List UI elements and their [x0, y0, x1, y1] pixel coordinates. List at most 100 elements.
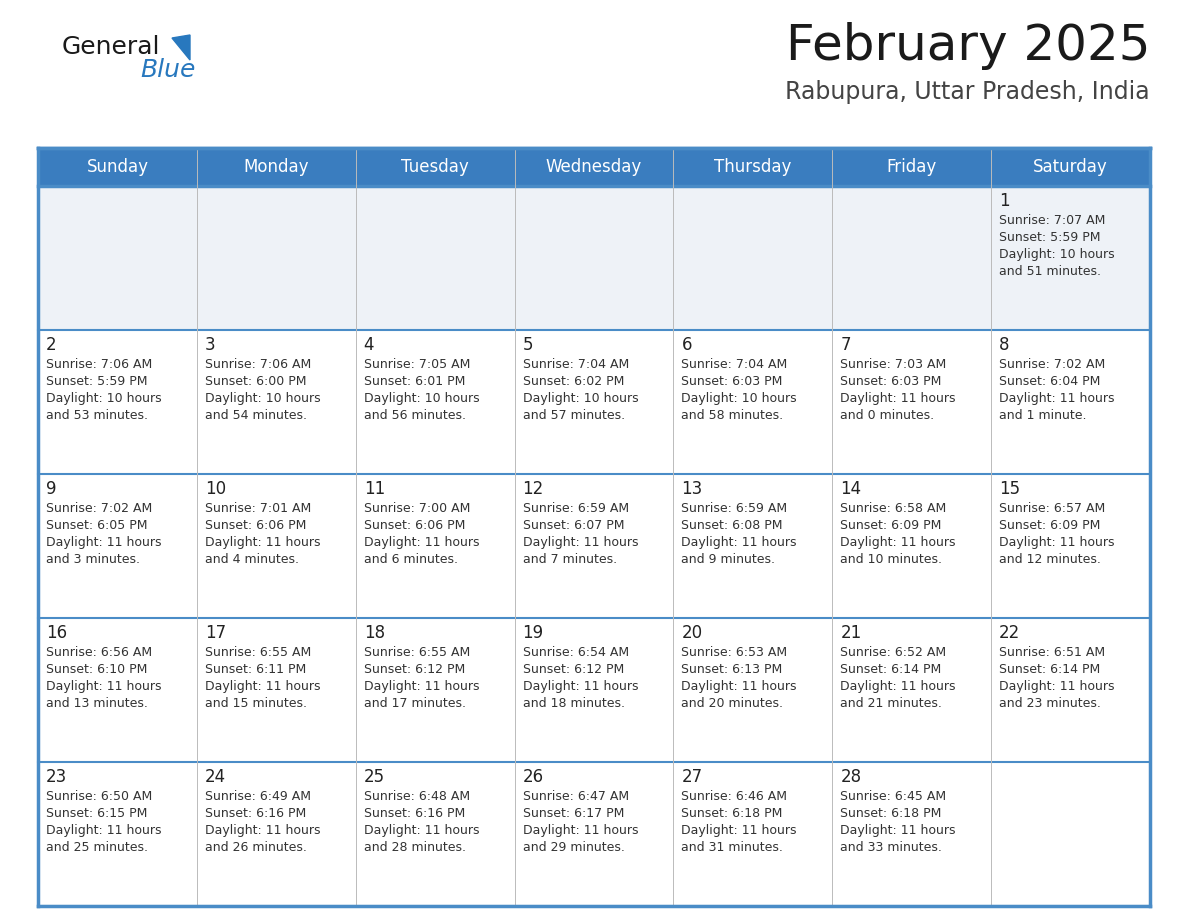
- Text: 15: 15: [999, 480, 1020, 498]
- Text: Sunset: 6:11 PM: Sunset: 6:11 PM: [204, 663, 307, 676]
- Text: 18: 18: [364, 624, 385, 642]
- Bar: [197, 762, 355, 906]
- Text: Sunrise: 7:02 AM: Sunrise: 7:02 AM: [46, 502, 152, 515]
- Text: Sunset: 6:05 PM: Sunset: 6:05 PM: [46, 519, 147, 532]
- Text: Sunset: 6:16 PM: Sunset: 6:16 PM: [204, 807, 307, 820]
- Text: Monday: Monday: [244, 158, 309, 176]
- Text: Daylight: 11 hours: Daylight: 11 hours: [364, 680, 479, 693]
- Text: 13: 13: [682, 480, 702, 498]
- Text: Sunset: 6:09 PM: Sunset: 6:09 PM: [999, 519, 1100, 532]
- Text: and 54 minutes.: and 54 minutes.: [204, 409, 307, 422]
- Text: and 56 minutes.: and 56 minutes.: [364, 409, 466, 422]
- Bar: [674, 330, 833, 474]
- Text: Sunrise: 7:06 AM: Sunrise: 7:06 AM: [204, 358, 311, 371]
- Text: Sunrise: 6:59 AM: Sunrise: 6:59 AM: [523, 502, 628, 515]
- Text: Daylight: 10 hours: Daylight: 10 hours: [523, 392, 638, 405]
- Text: Sunset: 6:18 PM: Sunset: 6:18 PM: [840, 807, 942, 820]
- Bar: [991, 330, 1150, 474]
- Text: Daylight: 11 hours: Daylight: 11 hours: [46, 824, 162, 837]
- Text: Blue: Blue: [140, 58, 195, 82]
- Bar: [514, 762, 674, 906]
- Text: Sunset: 6:17 PM: Sunset: 6:17 PM: [523, 807, 624, 820]
- Text: 19: 19: [523, 624, 544, 642]
- Text: and 53 minutes.: and 53 minutes.: [46, 409, 148, 422]
- Text: and 17 minutes.: and 17 minutes.: [364, 697, 466, 710]
- Text: 2: 2: [46, 336, 57, 354]
- Text: 16: 16: [46, 624, 68, 642]
- Bar: [197, 148, 355, 186]
- Text: Daylight: 11 hours: Daylight: 11 hours: [204, 536, 321, 549]
- Text: 27: 27: [682, 768, 702, 786]
- Bar: [833, 148, 991, 186]
- Bar: [38, 618, 197, 762]
- Text: and 6 minutes.: and 6 minutes.: [364, 553, 457, 566]
- Text: Sunset: 6:14 PM: Sunset: 6:14 PM: [840, 663, 942, 676]
- Bar: [991, 186, 1150, 330]
- Bar: [514, 474, 674, 618]
- Text: Sunrise: 7:06 AM: Sunrise: 7:06 AM: [46, 358, 152, 371]
- Text: Sunday: Sunday: [87, 158, 148, 176]
- Text: Sunset: 6:14 PM: Sunset: 6:14 PM: [999, 663, 1100, 676]
- Text: Daylight: 10 hours: Daylight: 10 hours: [999, 248, 1114, 261]
- Text: 1: 1: [999, 192, 1010, 210]
- Text: Daylight: 11 hours: Daylight: 11 hours: [840, 536, 956, 549]
- Text: Daylight: 11 hours: Daylight: 11 hours: [364, 824, 479, 837]
- Bar: [197, 618, 355, 762]
- Bar: [833, 618, 991, 762]
- Text: Sunset: 6:12 PM: Sunset: 6:12 PM: [523, 663, 624, 676]
- Bar: [833, 186, 991, 330]
- Text: Daylight: 11 hours: Daylight: 11 hours: [682, 536, 797, 549]
- Text: Daylight: 11 hours: Daylight: 11 hours: [523, 680, 638, 693]
- Text: Sunset: 6:09 PM: Sunset: 6:09 PM: [840, 519, 942, 532]
- Text: Sunrise: 6:46 AM: Sunrise: 6:46 AM: [682, 790, 788, 803]
- Text: Daylight: 10 hours: Daylight: 10 hours: [364, 392, 479, 405]
- Text: and 18 minutes.: and 18 minutes.: [523, 697, 625, 710]
- Text: Sunset: 6:16 PM: Sunset: 6:16 PM: [364, 807, 465, 820]
- Text: Sunset: 6:06 PM: Sunset: 6:06 PM: [364, 519, 465, 532]
- Bar: [355, 762, 514, 906]
- Text: 4: 4: [364, 336, 374, 354]
- Text: Sunset: 6:01 PM: Sunset: 6:01 PM: [364, 375, 465, 388]
- Text: 11: 11: [364, 480, 385, 498]
- Bar: [38, 186, 197, 330]
- Text: Daylight: 11 hours: Daylight: 11 hours: [840, 680, 956, 693]
- Bar: [38, 148, 197, 186]
- Bar: [674, 762, 833, 906]
- Text: and 9 minutes.: and 9 minutes.: [682, 553, 776, 566]
- Bar: [197, 186, 355, 330]
- Text: Sunset: 5:59 PM: Sunset: 5:59 PM: [46, 375, 147, 388]
- Text: Daylight: 10 hours: Daylight: 10 hours: [204, 392, 321, 405]
- Text: Sunrise: 7:05 AM: Sunrise: 7:05 AM: [364, 358, 470, 371]
- Text: Sunrise: 6:56 AM: Sunrise: 6:56 AM: [46, 646, 152, 659]
- Text: Sunrise: 7:07 AM: Sunrise: 7:07 AM: [999, 214, 1106, 227]
- Text: 7: 7: [840, 336, 851, 354]
- Text: Daylight: 11 hours: Daylight: 11 hours: [999, 536, 1114, 549]
- Text: Sunrise: 6:49 AM: Sunrise: 6:49 AM: [204, 790, 311, 803]
- Text: Sunrise: 6:55 AM: Sunrise: 6:55 AM: [364, 646, 470, 659]
- Bar: [355, 618, 514, 762]
- Text: and 1 minute.: and 1 minute.: [999, 409, 1087, 422]
- Text: 5: 5: [523, 336, 533, 354]
- Text: and 25 minutes.: and 25 minutes.: [46, 841, 148, 854]
- Text: Sunrise: 6:57 AM: Sunrise: 6:57 AM: [999, 502, 1105, 515]
- Bar: [991, 618, 1150, 762]
- Text: Daylight: 11 hours: Daylight: 11 hours: [46, 680, 162, 693]
- Text: and 7 minutes.: and 7 minutes.: [523, 553, 617, 566]
- Bar: [514, 618, 674, 762]
- Text: and 23 minutes.: and 23 minutes.: [999, 697, 1101, 710]
- Text: Sunrise: 6:55 AM: Sunrise: 6:55 AM: [204, 646, 311, 659]
- Text: Sunrise: 7:04 AM: Sunrise: 7:04 AM: [682, 358, 788, 371]
- Text: Sunset: 6:03 PM: Sunset: 6:03 PM: [840, 375, 942, 388]
- Text: Daylight: 11 hours: Daylight: 11 hours: [523, 536, 638, 549]
- Text: and 20 minutes.: and 20 minutes.: [682, 697, 783, 710]
- Text: Wednesday: Wednesday: [545, 158, 643, 176]
- Text: 8: 8: [999, 336, 1010, 354]
- Text: Sunset: 6:06 PM: Sunset: 6:06 PM: [204, 519, 307, 532]
- Text: 3: 3: [204, 336, 215, 354]
- Bar: [38, 330, 197, 474]
- Text: 20: 20: [682, 624, 702, 642]
- Text: 10: 10: [204, 480, 226, 498]
- Text: Daylight: 10 hours: Daylight: 10 hours: [46, 392, 162, 405]
- Text: Daylight: 11 hours: Daylight: 11 hours: [682, 824, 797, 837]
- Text: and 0 minutes.: and 0 minutes.: [840, 409, 935, 422]
